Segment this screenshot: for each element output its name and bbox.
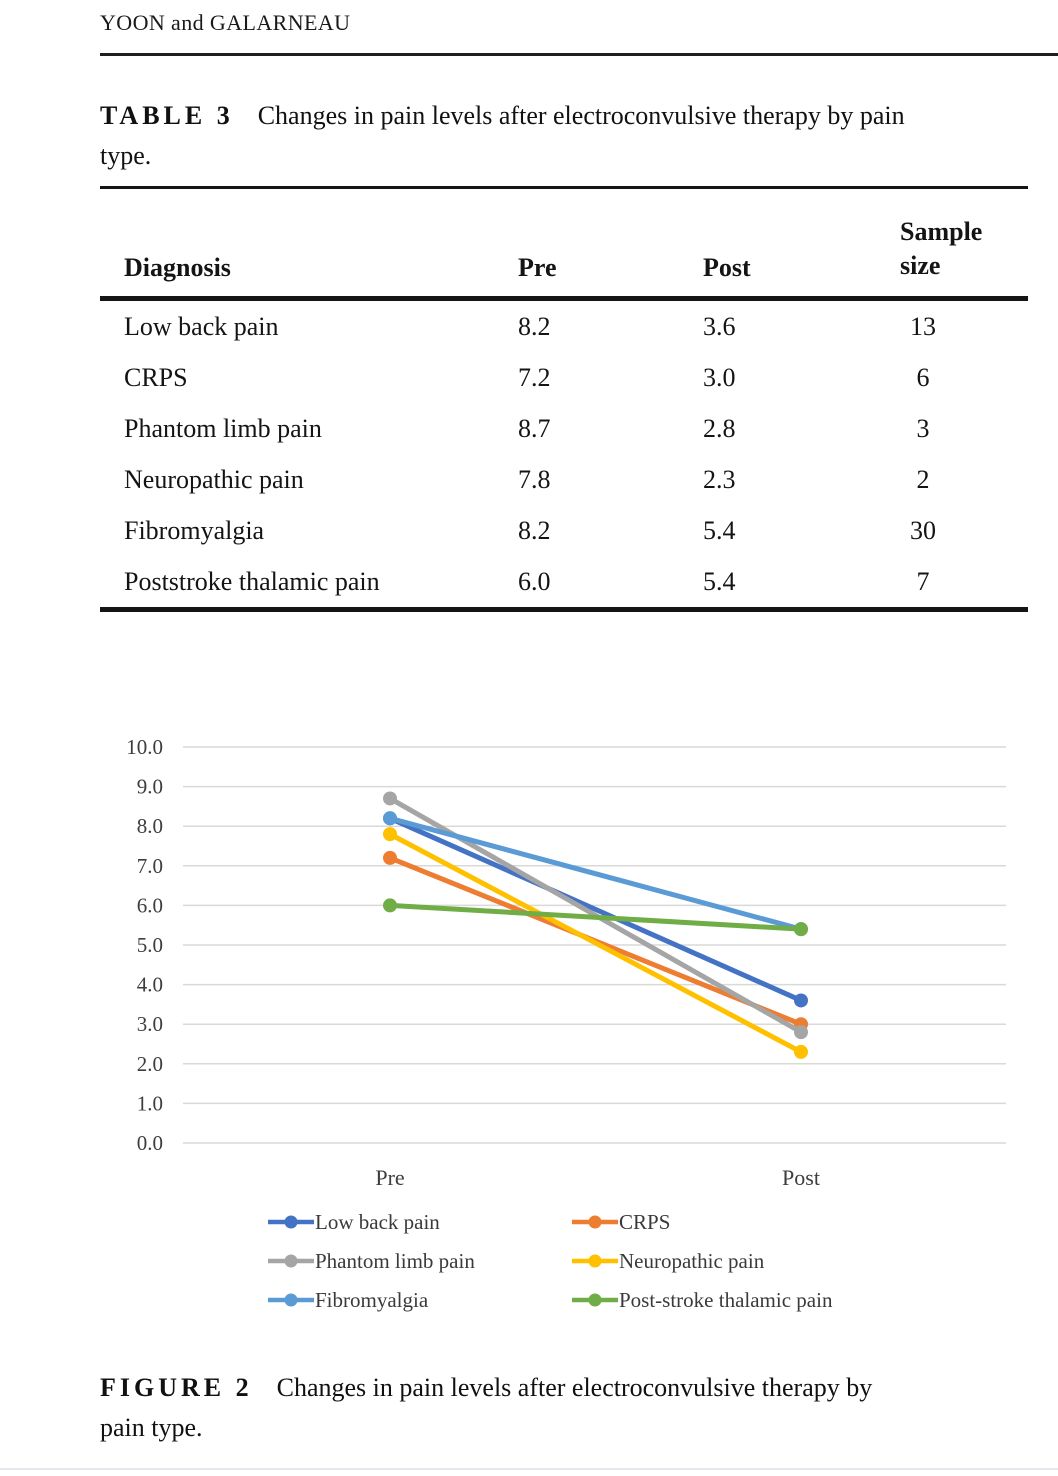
legend-label: Neuropathic pain: [619, 1248, 765, 1273]
cell-diagnosis: Fibromyalgia: [124, 515, 265, 545]
legend-label: Fibromyalgia: [315, 1287, 429, 1312]
table-row: Poststroke thalamic pain 6.0 5.4 7: [100, 556, 1028, 607]
column-header-post: Post: [703, 253, 751, 282]
cell-pre: 7.8: [518, 464, 551, 494]
cell-sample-size: 2: [916, 464, 930, 494]
table-row: CRPS 7.2 3.0 6: [100, 352, 1028, 403]
figure-caption-text: Changes in pain levels after electroconv…: [100, 1373, 873, 1442]
legend-item: Phantom limb pain: [268, 1248, 572, 1274]
legend-marker-icon: [572, 1293, 618, 1307]
legend-label: CRPS: [619, 1209, 671, 1234]
y-tick-label: 4.0: [137, 973, 163, 997]
legend-item: Post-stroke thalamic pain: [572, 1287, 832, 1313]
legend-label: Phantom limb pain: [315, 1248, 475, 1273]
y-tick-label: 5.0: [137, 933, 163, 957]
y-tick-label: 1.0: [137, 1091, 163, 1115]
pain-levels-table: Diagnosis Pre Post Sample size Low back …: [100, 186, 1028, 612]
legend-marker-icon: [268, 1215, 314, 1229]
legend-marker-icon: [572, 1215, 618, 1229]
series-point: [794, 1025, 808, 1040]
legend-item: Low back pain: [268, 1209, 572, 1235]
cell-pre: 8.7: [518, 413, 551, 443]
series-point: [794, 1044, 808, 1059]
series-line: [387, 815, 804, 1003]
series-line: [387, 831, 804, 1055]
figure-caption: FIGURE 2 Changes in pain levels after ele…: [100, 1368, 900, 1448]
pain-chart-svg: 0.0 1.0 2.0 3.0 4.0 5.0 6.0 7.0 8.0 9.0 10.0 Pre Pos…: [126, 735, 1006, 1190]
table-row: Low back pain 8.2 3.6 13: [100, 301, 1028, 352]
cell-sample-size: 3: [916, 413, 930, 443]
series-point: [794, 993, 808, 1008]
y-tick-label: 2.0: [137, 1052, 163, 1076]
cell-post: 3.0: [703, 362, 736, 392]
x-tick-label: Post: [782, 1165, 820, 1190]
cell-sample-size: 13: [910, 311, 936, 341]
table-header-rule: [100, 296, 1028, 301]
series-point: [383, 898, 397, 913]
y-tick-label: 6.0: [137, 893, 163, 917]
cell-diagnosis: Low back pain: [124, 311, 279, 341]
y-tick-label: 7.0: [137, 854, 163, 878]
series-point: [383, 850, 397, 865]
table-label: TABLE 3: [100, 101, 234, 130]
table-row: Fibromyalgia 8.2 5.4 30: [100, 505, 1028, 556]
legend-item: CRPS: [572, 1209, 832, 1235]
cell-post: 5.4: [703, 566, 736, 596]
series-point: [383, 811, 397, 826]
y-tick-label: 0.0: [137, 1131, 163, 1155]
cell-diagnosis: CRPS: [124, 362, 188, 392]
running-head: YOON and GALARNEAU: [100, 10, 351, 35]
series-point: [383, 791, 397, 806]
legend-marker-icon: [268, 1254, 314, 1268]
series-point: [794, 922, 808, 937]
page-bottom-edge: [0, 1468, 1058, 1470]
cell-sample-size: 30: [910, 515, 936, 545]
legend-label: Post-stroke thalamic pain: [619, 1287, 833, 1312]
y-tick-label: 10.0: [126, 735, 163, 759]
table-bottom-rule: [100, 607, 1028, 612]
table-caption: TABLE 3 Changes in pain levels after elec…: [100, 96, 955, 176]
figure-label: FIGURE 2: [100, 1373, 253, 1402]
y-tick-label: 3.0: [137, 1012, 163, 1036]
series-line: [387, 902, 804, 932]
cell-pre: 6.0: [518, 566, 551, 596]
table-caption-text: Changes in pain levels after electroconv…: [100, 101, 905, 170]
cell-post: 3.6: [703, 311, 736, 341]
cell-post: 5.4: [703, 515, 736, 545]
column-header-diagnosis: Diagnosis: [124, 253, 231, 282]
legend-marker-icon: [572, 1254, 618, 1268]
pain-levels-chart: 0.0 1.0 2.0 3.0 4.0 5.0 6.0 7.0 8.0 9.0 10.0 Pre Pos…: [90, 735, 1030, 1200]
series-line: [387, 815, 804, 932]
table-row: Phantom limb pain 8.7 2.8 3: [100, 403, 1028, 454]
column-header-sample-size: Sample size: [900, 217, 983, 280]
legend-item: Neuropathic pain: [572, 1248, 832, 1274]
cell-diagnosis: Phantom limb pain: [124, 413, 322, 443]
table-header-row: Diagnosis Pre Post Sample size: [100, 189, 1028, 296]
cell-sample-size: 7: [916, 566, 930, 596]
chart-legend: Low back pain CRPS Phantom limb pain Neurop…: [268, 1209, 832, 1313]
legend-marker-icon: [268, 1293, 314, 1307]
cell-sample-size: 6: [916, 362, 930, 392]
y-tick-label: 9.0: [137, 775, 163, 799]
column-header-pre: Pre: [518, 253, 557, 282]
cell-post: 2.8: [703, 413, 736, 443]
x-tick-label: Pre: [375, 1165, 404, 1190]
cell-diagnosis: Poststroke thalamic pain: [124, 566, 380, 596]
y-tick-label: 8.0: [137, 814, 163, 838]
cell-diagnosis: Neuropathic pain: [124, 464, 304, 494]
table-row: Neuropathic pain 7.8 2.3 2: [100, 454, 1028, 505]
series-point: [383, 827, 397, 842]
legend-item: Fibromyalgia: [268, 1287, 572, 1313]
cell-post: 2.3: [703, 464, 736, 494]
header-rule: [100, 53, 1058, 56]
cell-pre: 7.2: [518, 362, 551, 392]
legend-label: Low back pain: [315, 1209, 440, 1234]
cell-pre: 8.2: [518, 515, 551, 545]
cell-pre: 8.2: [518, 311, 551, 341]
